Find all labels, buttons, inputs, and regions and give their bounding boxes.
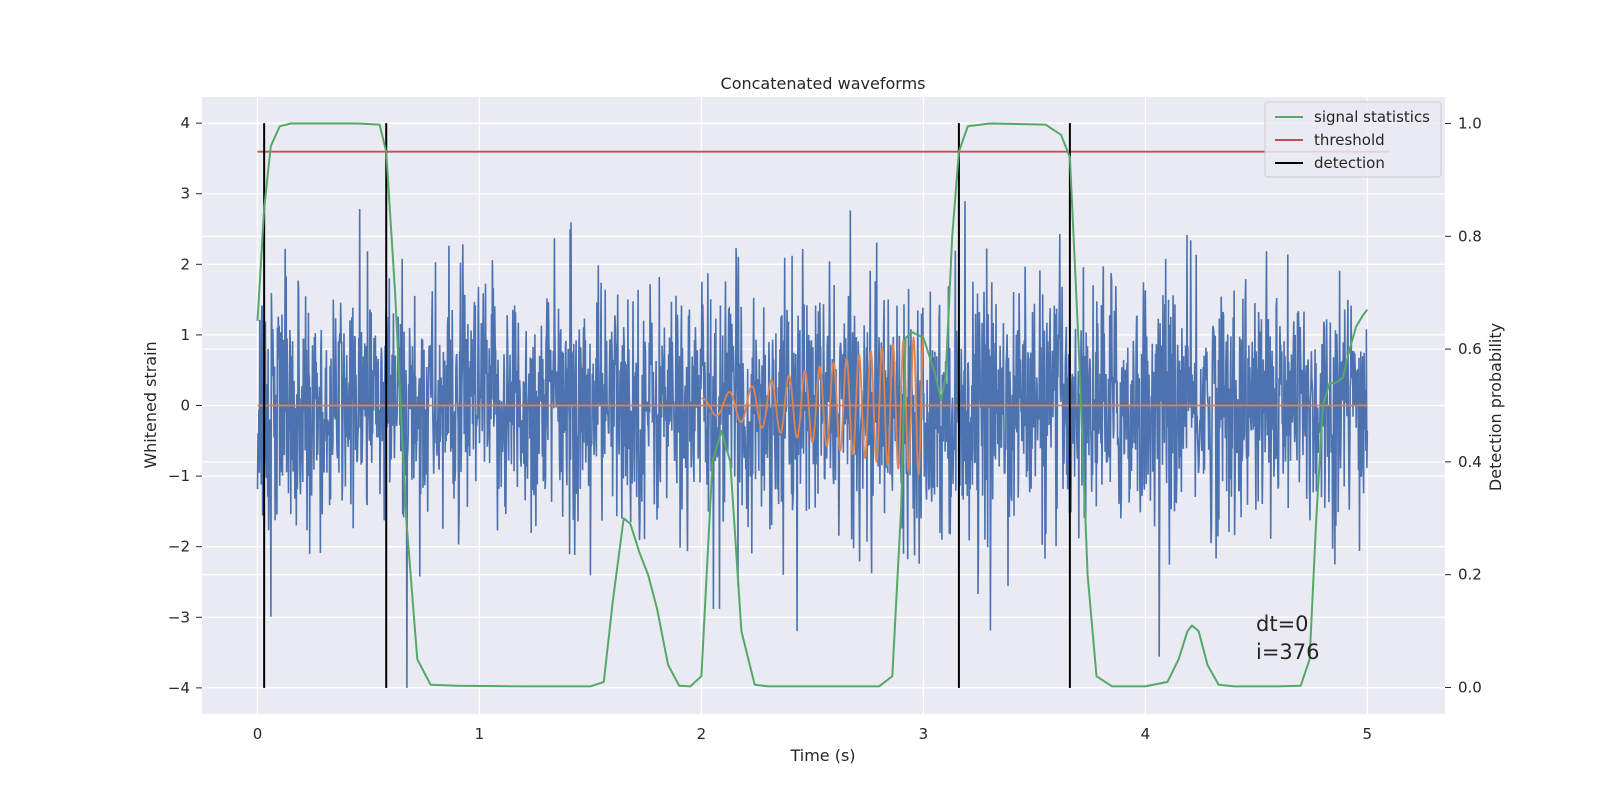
x-tick-labels: 0 1 2 3 4 5 [253,725,1372,743]
x-tick-label: 2 [697,725,707,743]
x-tick-label: 1 [475,725,485,743]
y2-tick-label: 1.0 [1458,115,1482,133]
y2-tick-label: 0.8 [1458,227,1482,245]
legend: signal statistics threshold detection [1264,101,1442,178]
y-axis-label: Whitened strain [141,341,160,468]
y2-axis-label: Detection probability [1486,323,1505,491]
y2-tick-label: 0.2 [1458,566,1482,584]
waveform-chirp [701,334,925,477]
y-tick-label: 2 [180,255,190,273]
x-tick-label: 0 [253,725,263,743]
x-tick-label: 5 [1363,725,1373,743]
legend-box [1264,101,1442,178]
signal-statistics-series [256,122,1369,688]
y2-tick-labels: 0.0 0.2 0.4 0.6 0.8 1.0 [1445,115,1482,696]
y-tick-label: −3 [168,608,190,626]
legend-label-threshold: threshold [1314,131,1385,149]
x-tick-label: 4 [1141,725,1151,743]
y-tick-label: 0 [180,397,190,415]
y2-tick-label: 0.4 [1458,453,1482,471]
y-tick-labels: −4 −3 −2 −1 0 1 2 3 4 [168,114,202,697]
y2-tick-label: 0.0 [1458,678,1482,696]
y-tick-label: −1 [168,467,190,485]
y-tick-label: 4 [180,114,190,132]
annotation-dt: dt=0 [1256,612,1309,636]
y-tick-label: −2 [168,538,190,556]
signal-statistics-line [256,122,1369,688]
waveform-series [257,334,1368,477]
x-tick-label: 3 [919,725,929,743]
y-tick-label: 1 [180,326,190,344]
y-tick-label: 3 [180,185,190,203]
y2-tick-label: 0.6 [1458,340,1482,358]
legend-label-signal-statistics: signal statistics [1314,108,1430,126]
y-tick-label: −4 [168,679,190,697]
annotation-index: i=376 [1256,640,1320,664]
legend-label-detection: detection [1314,154,1385,172]
x-axis-label: Time (s) [789,746,855,765]
chart-title: Concatenated waveforms [721,74,926,93]
